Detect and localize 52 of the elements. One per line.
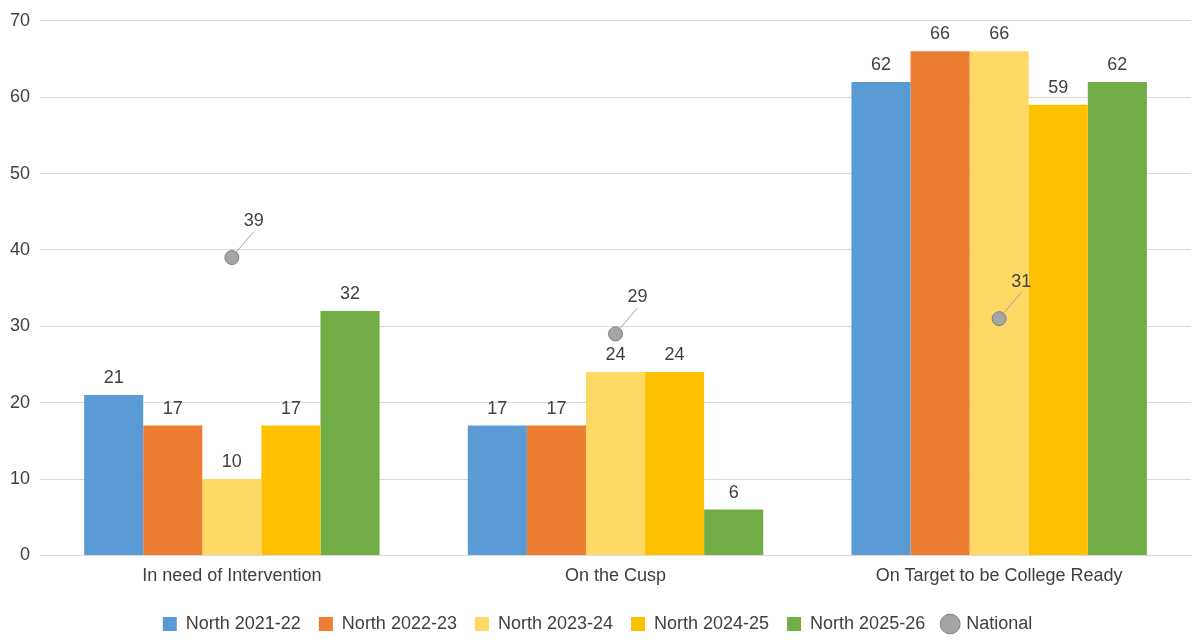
data-label: 31 [1011,270,1032,291]
y-tick-label: 40 [9,238,31,259]
bar [851,81,911,555]
bar [467,425,527,555]
data-label: 10 [221,451,242,471]
y-tick-label: 60 [9,86,31,107]
bar [202,479,262,555]
bar [526,425,586,555]
y-tick-label: 50 [9,162,31,183]
legend-label: North 2022-23 [341,612,457,633]
legend-label: National [966,612,1033,633]
data-label: 24 [664,344,685,365]
legend-label: North 2021-22 [185,612,301,633]
y-tick-label: 20 [9,391,31,412]
data-label: 32 [340,282,361,303]
data-label: 21 [103,366,124,387]
data-label: 66 [930,23,951,44]
data-label: 62 [1107,53,1128,74]
bar [585,372,646,555]
bar [1087,81,1147,555]
point [608,326,624,342]
point [991,311,1007,327]
data-label: 17 [487,397,508,418]
y-tick-label: 70 [9,9,31,30]
bar [969,51,1029,555]
point [224,250,240,266]
data-label: 29 [627,285,648,306]
data-label: 66 [989,23,1010,44]
x-tick-label: On Target to be College Ready [875,565,1123,586]
data-label: 17 [280,397,301,418]
y-tick-label: 10 [9,468,31,488]
bar [910,51,970,555]
bar [320,311,380,555]
bar [143,425,203,555]
y-tick-label: 30 [9,315,31,336]
data-label: 62 [870,53,892,74]
data-label: 17 [546,397,567,418]
bar [704,509,764,555]
bar [84,395,144,555]
y-tick-label: 0 [20,544,31,565]
bar [645,372,705,555]
data-label: 39 [243,209,264,230]
bar [261,425,321,555]
x-tick-label: On the Cusp [564,565,667,586]
legend-label: North 2025-26 [810,612,926,633]
data-label: 59 [1048,76,1069,97]
legend-label: North 2024-25 [654,612,770,633]
legend-label: North 2023-24 [497,612,614,633]
data-label: 24 [605,344,626,365]
data-label: 17 [162,397,183,418]
data-label: 6 [728,481,739,502]
x-tick-label: In need of Intervention [142,565,322,586]
